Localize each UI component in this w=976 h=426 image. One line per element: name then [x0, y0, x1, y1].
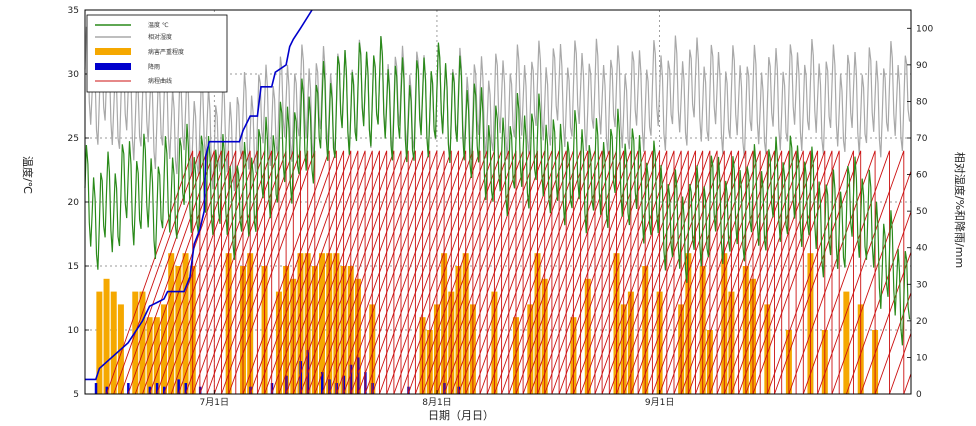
y-tick-label-left: 5	[73, 390, 79, 400]
legend-label-humidity: 相对湿度	[148, 33, 172, 41]
y-tick-label-right: 100	[916, 24, 933, 34]
y-axis-label-left: 温度/℃	[21, 156, 35, 194]
legend-swatch-rainfall	[95, 63, 131, 70]
y-tick-label-left: 30	[68, 70, 80, 80]
severity-bar	[147, 317, 153, 394]
y-tick-label-left: 25	[68, 134, 79, 144]
y-tick-label-right: 20	[916, 317, 928, 327]
y-tick-label-left: 10	[68, 326, 80, 336]
legend-label-rainfall: 降雨	[148, 63, 160, 71]
y-tick-label-right: 70	[916, 134, 928, 144]
legend: 温度 ℃ 相对湿度 病害严重程度 降雨 病程曲线	[87, 15, 227, 92]
y-tick-label-right: 40	[916, 244, 928, 254]
y-tick-label-right: 50	[916, 207, 928, 217]
legend-label-temperature: 温度 ℃	[148, 21, 169, 29]
legend-label-severity: 病害严重程度	[148, 48, 184, 56]
x-tick-label: 7月1日	[200, 397, 229, 408]
y-axis-label-right: 相对湿度/%和降雨/mm	[953, 152, 967, 268]
y-tick-label-left: 15	[68, 262, 79, 272]
y-tick-label-right: 60	[916, 171, 928, 181]
x-tick-label: 8月1日	[422, 397, 451, 408]
y-tick-label-right: 80	[916, 97, 928, 107]
y-tick-label-right: 0	[916, 390, 922, 400]
severity-bar	[96, 292, 102, 394]
rainfall-bar	[95, 383, 98, 394]
y-tick-label-left: 35	[68, 6, 79, 16]
legend-label-disease-curve: 病程曲线	[148, 77, 172, 85]
severity-bar	[154, 317, 160, 394]
severity-bar	[104, 279, 110, 394]
y-tick-label-right: 90	[916, 61, 928, 71]
x-tick-label: 9月1日	[645, 397, 674, 408]
legend-swatch-severity	[95, 48, 131, 55]
y-tick-label-left: 20	[68, 198, 80, 208]
y-tick-label-right: 30	[916, 280, 928, 290]
y-tick-label-right: 10	[916, 353, 928, 363]
x-axis-label: 日期（月日）	[428, 409, 494, 422]
